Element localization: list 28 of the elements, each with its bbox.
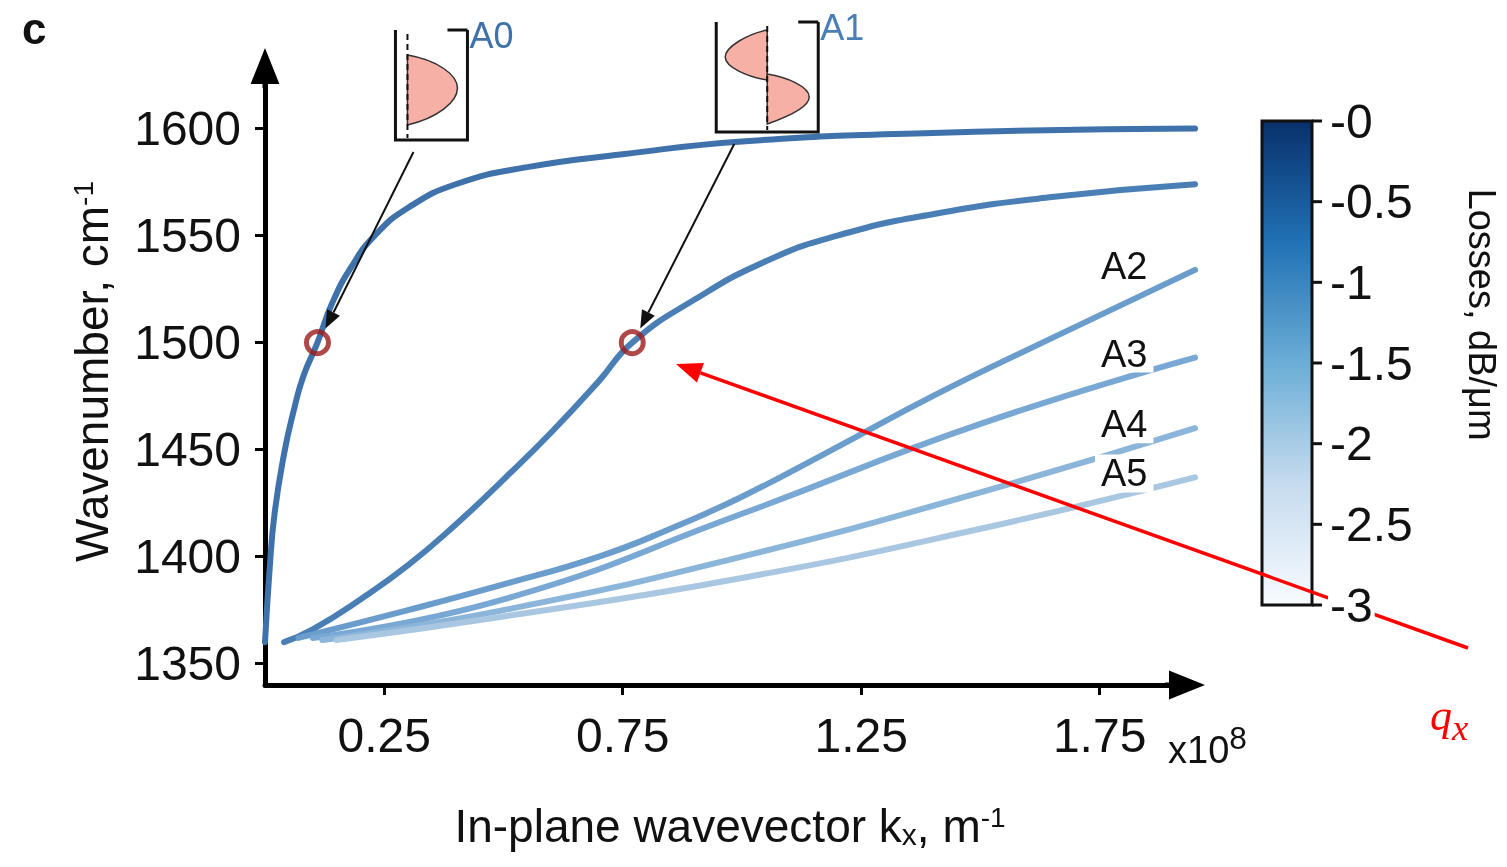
text: A0	[469, 15, 514, 56]
color-bar-label: -1	[1330, 255, 1373, 309]
y-tick-label: 1500	[134, 316, 241, 370]
color-bar-label: -0.5	[1330, 175, 1413, 229]
y-tick-label: 1400	[134, 530, 241, 584]
series-label: A5	[1101, 452, 1148, 495]
y-tick-label: 1350	[134, 637, 241, 691]
x-tick-label: 1.75	[1052, 708, 1147, 762]
color-bar-label: -1.5	[1330, 336, 1413, 390]
text: x10$^{8}$	[1168, 720, 1247, 772]
color-bar-label: -2.5	[1330, 497, 1413, 551]
y-tick-label: 1600	[134, 102, 241, 156]
y-axis-title: Wavenumber, cm-1	[66, 180, 118, 563]
color-bar-title: Losses, dB/μm	[1461, 188, 1503, 441]
y-tick-label: 1450	[134, 423, 241, 477]
x-tick-label: 0.25	[337, 708, 431, 762]
x-tick-label: 1.25	[814, 708, 908, 762]
text: q$_{x}$	[1430, 690, 1469, 749]
text: c	[22, 4, 47, 54]
series-label: A2	[1101, 244, 1148, 287]
text: A1	[820, 7, 865, 48]
color-bar-label: -0	[1330, 94, 1373, 148]
series-label: A4	[1101, 403, 1148, 446]
color-bar-label: -3	[1330, 578, 1373, 632]
color-bar-label: -2	[1330, 417, 1373, 471]
series-label: A3	[1101, 332, 1148, 375]
y-tick-label: 1550	[134, 209, 241, 263]
x-tick-label: 0.75	[575, 708, 670, 762]
